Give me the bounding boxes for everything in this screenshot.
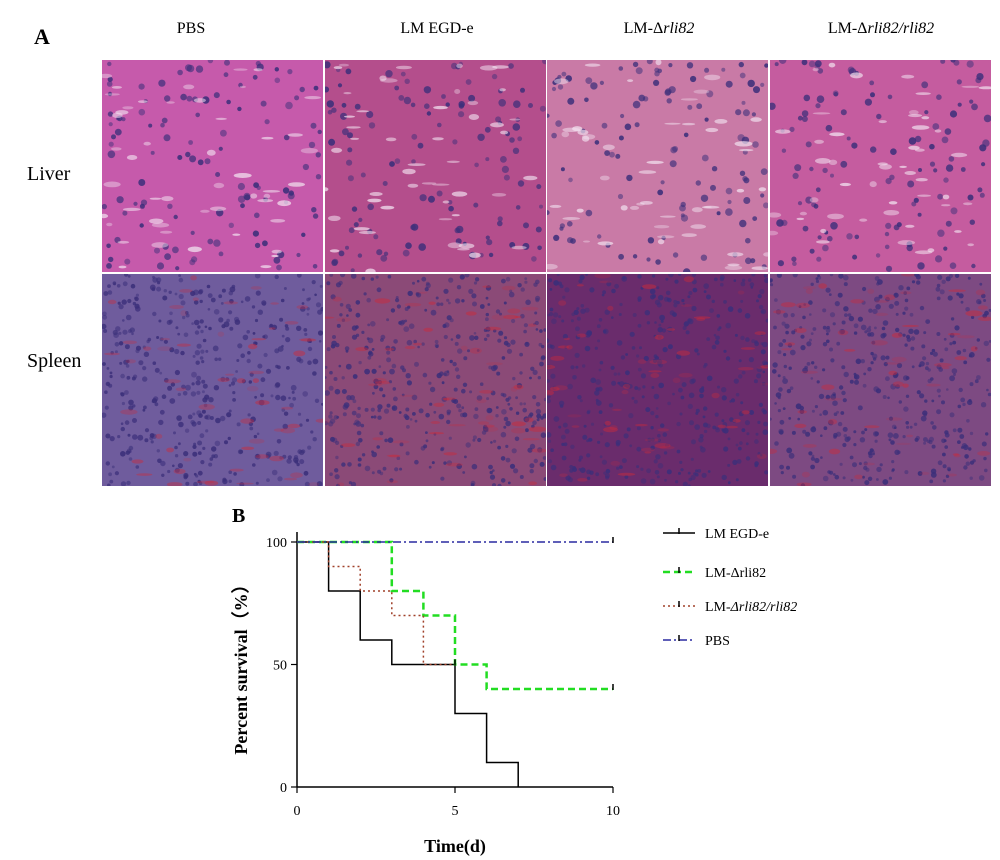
micrograph-liver-lm-rli82 [547,60,768,272]
x-tick-label: 0 [294,804,301,819]
panel-b-letter: B [232,505,245,527]
column-label-lm-egd-e: LM EGD-e [400,20,474,37]
y-tick-label: 100 [266,536,287,551]
survival-series-1 [297,540,613,691]
micrograph-spleen-pbs [102,274,323,486]
micrograph-liver-lm-rli82-rli82 [770,60,991,272]
x-tick-label: 10 [606,804,620,819]
x-tick-label: 5 [452,804,459,819]
survival-series-0 [297,541,519,787]
legend-item-0: LM EGD-e [663,527,769,542]
y-axis-label: Percent survival（%） [231,575,251,754]
legend-label-2: LM-Δrli82/rli82 [705,600,797,615]
panel-a-letter: A [34,24,50,49]
column-label-pbs: PBS [176,20,206,37]
column-label-lm-rli82: LM-Δrli82 [623,20,695,37]
micrograph-spleen-lm-rli82-rli82 [770,274,991,486]
micrograph-liver-pbs [102,60,323,272]
row-label-liver: Liver [27,163,71,185]
y-tick-label: 50 [273,659,287,674]
survival-series-2 [297,541,455,666]
micrograph-spleen-lm-rli82 [547,274,768,486]
legend-label-0: LM EGD-e [705,527,769,542]
micrograph-spleen-lm-egd-e [325,274,546,486]
micrograph-liver-lm-egd-e [325,60,546,272]
row-label-spleen: Spleen [27,350,82,372]
legend-label-3: PBS [705,634,730,649]
x-axis-label: Time(d) [424,836,486,857]
legend-label-1: LM-Δrli82 [705,566,766,581]
legend-item-2: LM-Δrli82/rli82 [663,600,797,615]
column-label-lm-rli82-rli82: LM-Δrli82/rli82 [827,20,935,37]
legend-item-1: LM-Δrli82 [663,566,766,581]
y-tick-label: 0 [280,781,287,796]
legend-item-3: PBS [663,634,730,649]
